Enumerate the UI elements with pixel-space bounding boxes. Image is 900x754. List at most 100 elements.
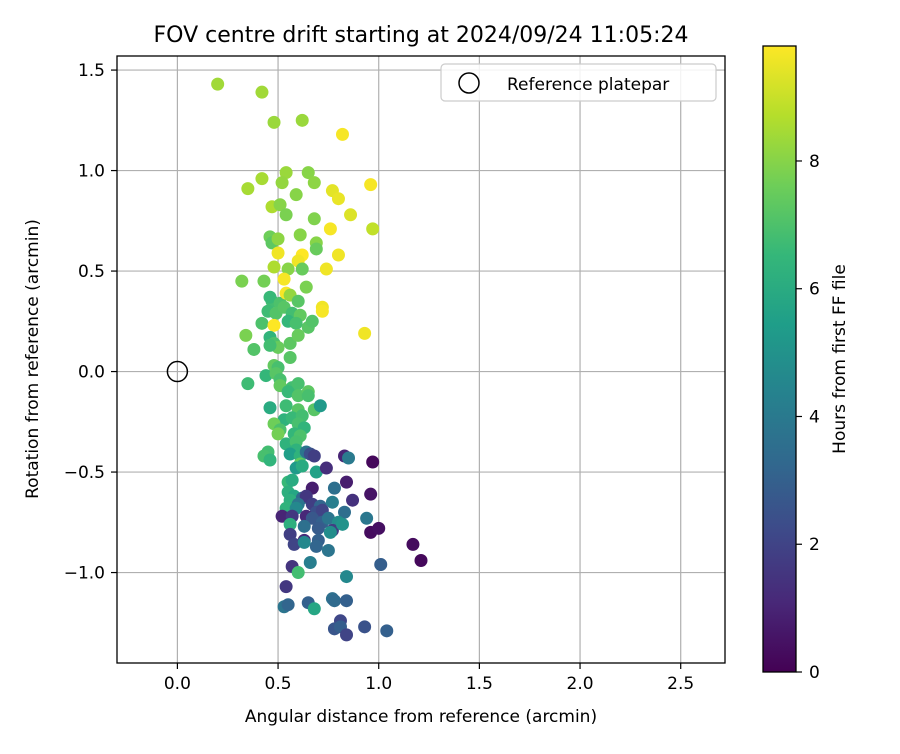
data-point <box>235 274 249 288</box>
data-point <box>283 447 297 461</box>
colorbar: 0 2 4 6 8 Hours from first FF file <box>762 45 850 683</box>
data-point <box>279 580 293 594</box>
data-point <box>414 553 428 567</box>
data-point <box>301 389 315 403</box>
data-point <box>315 304 329 318</box>
y-tick-label: −0.5 <box>64 463 105 483</box>
data-point <box>241 377 255 391</box>
legend-box <box>440 63 717 102</box>
data-point <box>247 342 261 356</box>
y-tick-label: 1.0 <box>78 162 105 182</box>
legend: Reference platepar <box>440 63 717 102</box>
data-point <box>311 521 325 535</box>
data-point <box>323 222 337 236</box>
data-point <box>372 521 386 535</box>
colorbar-tick-label: 0 <box>809 663 820 683</box>
data-point <box>307 176 321 190</box>
data-point <box>267 260 281 274</box>
data-point <box>342 451 356 465</box>
data-point <box>255 172 269 186</box>
data-point <box>325 495 339 509</box>
data-point <box>374 558 388 572</box>
colorbar-tick-label: 2 <box>809 535 820 555</box>
data-point <box>295 113 309 127</box>
data-point <box>289 188 303 202</box>
data-point <box>358 326 372 340</box>
data-point <box>263 290 277 304</box>
data-point <box>307 449 321 463</box>
data-point <box>291 566 305 580</box>
y-tick-label: 1.5 <box>78 61 105 81</box>
data-point <box>279 437 293 451</box>
data-point <box>307 602 321 616</box>
data-point <box>257 274 271 288</box>
data-point <box>331 192 345 206</box>
data-point <box>309 465 323 479</box>
data-point <box>335 517 349 531</box>
data-point <box>291 389 305 403</box>
data-point <box>344 208 358 222</box>
data-point <box>303 556 317 570</box>
data-point <box>263 401 277 415</box>
reference-platepar-marker <box>166 360 189 383</box>
colorbar-ticks: 0 2 4 6 8 <box>796 152 820 683</box>
data-point <box>309 242 323 256</box>
x-tick-label: 1.0 <box>365 674 392 694</box>
data-point <box>241 182 255 196</box>
data-point <box>279 208 293 222</box>
data-point <box>283 350 297 364</box>
data-point <box>281 598 295 612</box>
data-point <box>211 77 225 91</box>
x-tick-label: 0.0 <box>164 674 191 694</box>
data-point <box>273 198 287 212</box>
data-point <box>299 280 313 294</box>
data-point <box>364 178 378 192</box>
data-point <box>364 487 378 501</box>
scatter-points <box>211 77 428 642</box>
data-point <box>279 399 293 413</box>
data-point <box>295 262 309 276</box>
data-point <box>309 539 323 553</box>
x-tick-label: 1.5 <box>466 674 493 694</box>
data-point <box>263 338 277 352</box>
colorbar-tick-label: 8 <box>809 152 820 172</box>
legend-label-reference-platepar: Reference platepar <box>507 75 669 95</box>
data-point <box>239 328 253 342</box>
data-point <box>366 222 380 236</box>
colorbar-gradient <box>762 45 797 673</box>
data-point <box>271 246 285 260</box>
data-point <box>321 511 335 525</box>
data-point <box>283 527 297 541</box>
data-point <box>287 537 301 551</box>
x-tick-label: 2.5 <box>667 674 694 694</box>
data-point <box>259 369 273 383</box>
data-point <box>297 535 311 549</box>
colorbar-tick-label: 4 <box>809 407 820 427</box>
x-tick-label: 0.5 <box>265 674 292 694</box>
data-point <box>313 399 327 413</box>
x-tick-label: 2.0 <box>567 674 594 694</box>
data-point <box>263 453 277 467</box>
data-point <box>283 517 297 531</box>
data-point <box>291 294 305 308</box>
legend-reference-marker <box>458 72 480 94</box>
data-point <box>297 519 311 533</box>
data-point <box>271 232 285 246</box>
data-point <box>267 318 281 332</box>
data-point <box>301 166 315 180</box>
data-point <box>305 314 319 328</box>
data-point <box>337 505 351 519</box>
data-point <box>340 570 354 584</box>
data-point <box>321 543 335 557</box>
data-point <box>283 336 297 350</box>
data-point <box>319 461 333 475</box>
data-point <box>406 537 420 551</box>
data-point <box>305 511 319 525</box>
data-point <box>327 594 341 608</box>
data-point <box>366 455 380 469</box>
y-tick-label: 0.5 <box>78 262 105 282</box>
data-point <box>291 328 305 342</box>
data-point <box>255 85 269 99</box>
y-axis-label: Rotation from reference (arcmin) <box>23 219 43 499</box>
